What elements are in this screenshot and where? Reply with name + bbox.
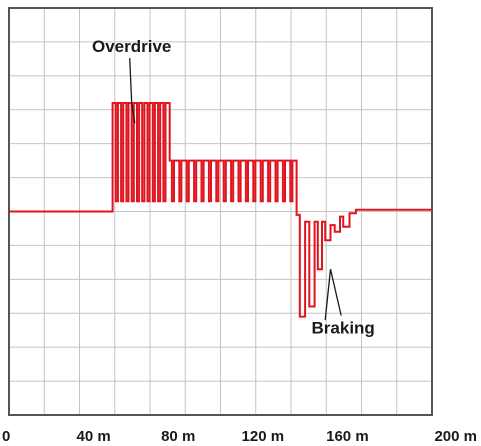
x-axis-tick-labels: 0 40 m 80 m 120 m 160 m 200 m	[2, 428, 477, 445]
x-tick-label: 80 m	[161, 428, 195, 445]
signal-trace-line	[9, 102, 432, 318]
x-tick-label: 120 m	[242, 428, 285, 445]
x-tick-label: 0	[2, 428, 10, 445]
annotation-leader-line	[129, 58, 136, 124]
x-tick-label: 40 m	[76, 428, 110, 445]
annotation-layer: Overdrive Braking	[92, 37, 375, 338]
signal-trace-layer	[9, 102, 432, 318]
annotation-label: Braking	[312, 319, 375, 338]
annotation-leader-line	[324, 269, 342, 321]
x-tick-label: 200 m	[434, 428, 477, 445]
x-tick-label: 160 m	[326, 428, 369, 445]
annotation-label: Overdrive	[92, 37, 171, 56]
